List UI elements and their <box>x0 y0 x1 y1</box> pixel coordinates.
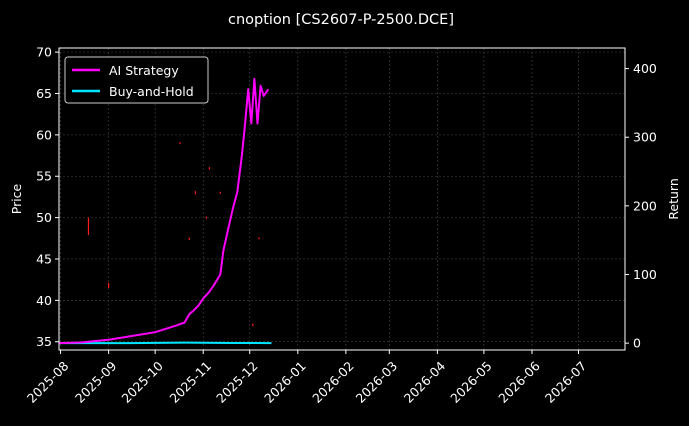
y-tick-label-left: 35 <box>36 334 52 349</box>
y-axis-left-label: Price <box>9 183 24 214</box>
y-tick-label-right: 300 <box>633 130 657 145</box>
y-tick-label-left: 55 <box>36 169 52 184</box>
y-axis-right-label: Return <box>666 178 681 219</box>
y-tick-label-right: 200 <box>633 198 657 213</box>
y-tick-label-left: 60 <box>36 127 52 142</box>
legend: AI Strategy Buy-and-Hold <box>65 57 208 103</box>
y-tick-label-right: 100 <box>633 267 657 282</box>
legend-label-ai-strategy: AI Strategy <box>109 63 179 78</box>
y-tick-label-left: 70 <box>36 45 52 60</box>
y-tick-label-left: 45 <box>36 251 52 266</box>
y-tick-label-right: 400 <box>633 61 657 76</box>
buy-and-hold-line <box>59 343 271 344</box>
y-tick-label-left: 40 <box>36 293 52 308</box>
y-tick-label-left: 65 <box>36 86 52 101</box>
y-tick-label-right: 0 <box>633 336 641 351</box>
chart-title: cnoption [CS2607-P-2500.DCE] <box>228 12 454 28</box>
y-tick-label-left: 50 <box>36 210 52 225</box>
legend-label-buy-and-hold: Buy-and-Hold <box>109 84 194 99</box>
